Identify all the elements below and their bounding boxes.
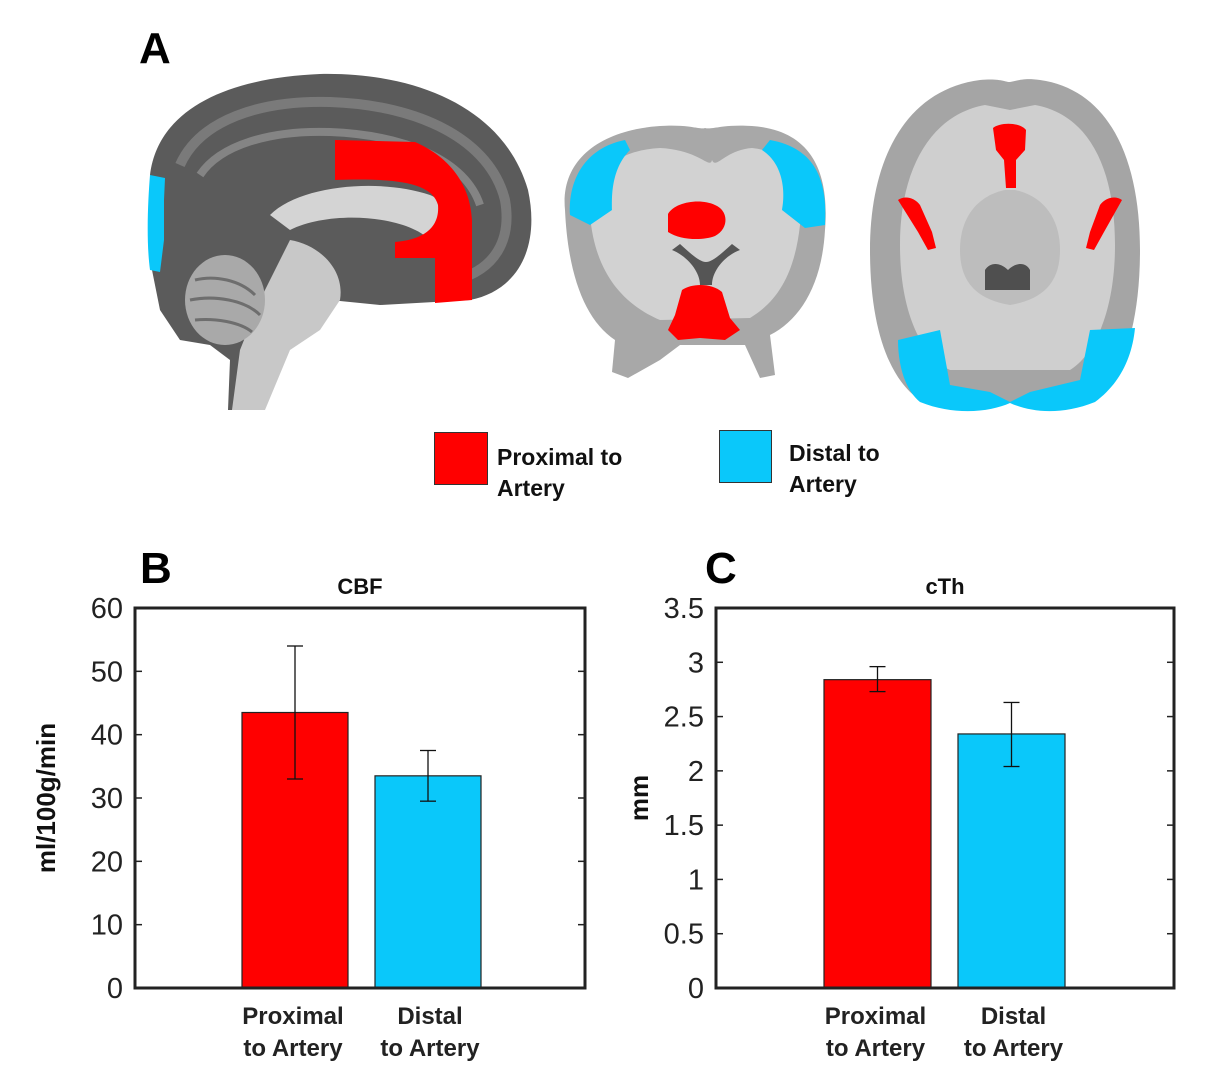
cth-bar-chart: cTh 0 0.5 1 1.5 2 2.5 3 3.5 mm Proximal to Artery Di… (624, 574, 1176, 1062)
cth-y-tick-label: 0 (688, 973, 704, 1005)
cbf-x-tick-label: Proximal (242, 1003, 343, 1030)
cbf-y-tick-label: 60 (91, 593, 123, 625)
cth-y-tick-label: 1 (688, 864, 704, 896)
cbf-y-tick-label: 10 (91, 910, 123, 942)
legend-swatch-distal (719, 430, 772, 483)
cbf-y-tick-label: 40 (91, 720, 123, 752)
cbf-y-tick-label: 30 (91, 783, 123, 815)
brain-illustrations (147, 73, 1140, 412)
cth-y-tick-label: 0.5 (664, 919, 704, 951)
sagittal-brain-slice (147, 73, 532, 410)
cth-y-tick-label: 1.5 (664, 810, 704, 842)
cth-x-tick-label: Distal (981, 1003, 1046, 1030)
cth-axes-frame (714, 606, 1176, 990)
panel-label-a: A (139, 24, 171, 73)
cth-x-tick-label: Proximal (825, 1003, 926, 1030)
cbf-x-tick-label: to Artery (243, 1035, 343, 1062)
cbf-y-tick-label: 0 (107, 973, 123, 1005)
cth-y-tick-label: 2 (688, 756, 704, 788)
coronal-brain-slice (564, 125, 826, 378)
cbf-chart-title: CBF (337, 574, 382, 599)
cth-y-tick-label: 3 (688, 647, 704, 679)
cth-bar-distal (957, 733, 1066, 989)
legend-label-proximal: Proximal to Artery (497, 444, 623, 501)
cbf-x-tick-label: to Artery (380, 1035, 480, 1062)
cbf-y-tick-label: 50 (91, 656, 123, 688)
cbf-bar-chart: CBF 0 10 20 30 40 50 60 ml/100g/min Proximal to Ar… (31, 574, 587, 1062)
cth-x-tick-label: to Artery (826, 1035, 926, 1062)
cth-y-tick-label: 2.5 (664, 702, 704, 734)
cth-chart-title: cTh (925, 574, 964, 599)
cbf-bar-distal (374, 775, 482, 989)
cth-y-axis-label: mm (624, 775, 654, 821)
panel-label-c: C (705, 544, 737, 593)
axial-brain-slice (870, 79, 1140, 412)
cbf-x-tick-label: Distal (397, 1003, 462, 1030)
cth-x-tick-label: to Artery (964, 1035, 1064, 1062)
legend-label-distal: Distal to Artery (789, 440, 880, 497)
panel-label-b: B (140, 544, 172, 593)
cbf-y-tick-label: 20 (91, 846, 123, 878)
cth-bar-proximal (823, 679, 932, 989)
cbf-y-axis-label: ml/100g/min (31, 723, 61, 873)
legend-swatch-proximal (434, 432, 488, 485)
cth-y-tick-label: 3.5 (664, 593, 704, 625)
cbf-axes-frame (133, 606, 587, 990)
